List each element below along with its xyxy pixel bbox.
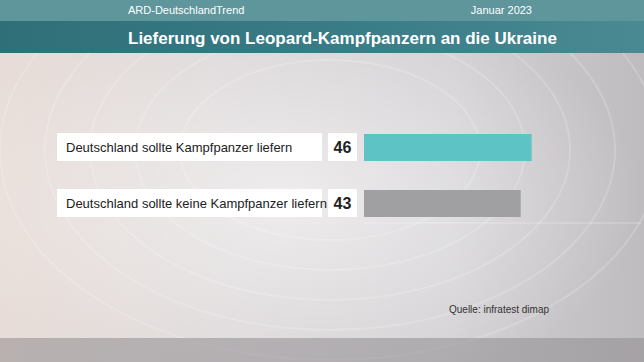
background-glow xyxy=(0,0,644,362)
bottom-strip xyxy=(0,338,644,362)
bar xyxy=(364,190,521,217)
date: Januar 2023 xyxy=(471,4,532,16)
chart: ARD-DeutschlandTrend Januar 2023 Lieferung… xyxy=(0,0,644,362)
source: Quelle: infratest dimap xyxy=(449,304,549,315)
category-label: Deutschland sollte Kampfpanzer liefern xyxy=(66,140,292,155)
category-box xyxy=(57,133,322,161)
data-label: 43 xyxy=(334,195,352,212)
title-band xyxy=(0,21,644,53)
chart-root: ARD-DeutschlandTrend Januar 2023 Lieferung… xyxy=(0,0,644,362)
category-label: Deutschland sollte keine Kampfpanzer lie… xyxy=(66,196,327,211)
title: Lieferung von Leopard-Kampfpanzern an di… xyxy=(128,29,557,48)
value-box xyxy=(328,133,357,161)
bar xyxy=(364,134,532,161)
x-axis-line xyxy=(364,223,641,224)
value-box xyxy=(328,189,357,217)
labels: Deutschland sollte Kampfpanzer liefern 46… xyxy=(57,133,357,217)
background-arc xyxy=(0,0,644,360)
header-strip xyxy=(0,0,644,21)
data-label: 46 xyxy=(334,139,352,156)
background xyxy=(0,0,644,362)
bars xyxy=(364,134,532,217)
subtitle: ARD-DeutschlandTrend xyxy=(128,4,244,16)
